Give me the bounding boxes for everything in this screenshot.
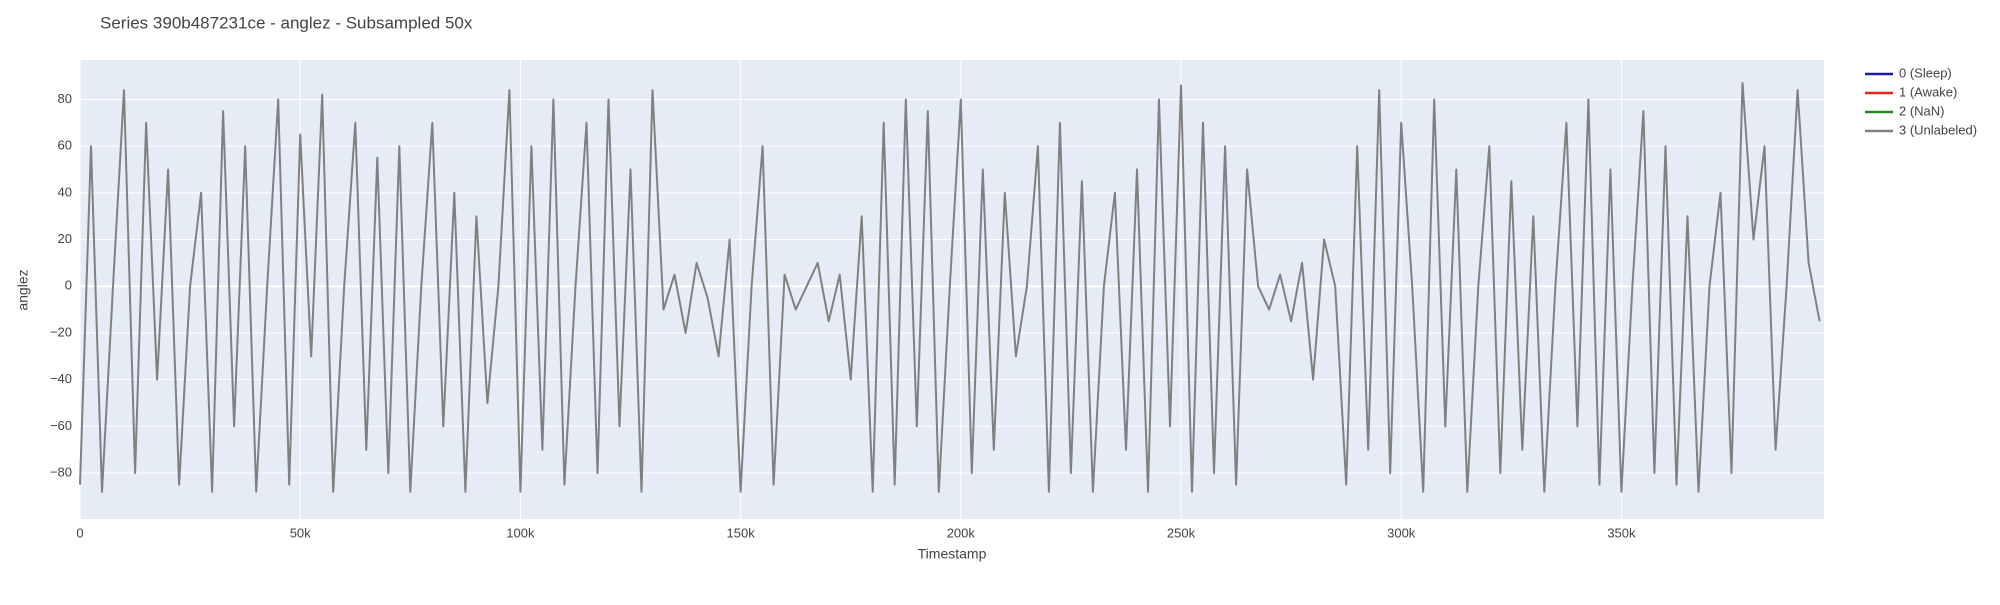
y-tick-label: −60 <box>50 418 72 433</box>
y-tick-label: 80 <box>58 91 72 106</box>
x-tick-label: 100k <box>506 525 535 540</box>
legend-label: 1 (Awake) <box>1899 84 1957 99</box>
legend-label: 3 (Unlabeled) <box>1899 122 1977 137</box>
chart-title: Series 390b487231ce - anglez - Subsample… <box>100 13 473 32</box>
lines <box>79 82 1821 493</box>
x-tick-label: 0 <box>76 525 83 540</box>
x-tick-label: 200k <box>947 525 976 540</box>
y-tick-label: 20 <box>58 231 72 246</box>
y-tick-label: −80 <box>50 464 72 479</box>
legend-label: 2 (NaN) <box>1899 103 1945 118</box>
x-tick-label: 50k <box>290 525 311 540</box>
y-axis-title: anglez <box>15 269 31 310</box>
plot-background <box>80 60 1824 519</box>
x-tick-label: 300k <box>1387 525 1416 540</box>
legend: 0 (Sleep) 1 (Awake) 2 (NaN) 3 (Unlabeled) <box>1865 65 1977 137</box>
y-tick-label: 60 <box>58 138 72 153</box>
x-tick-label: 150k <box>727 525 756 540</box>
x-tick-label: 350k <box>1607 525 1636 540</box>
legend-label: 0 (Sleep) <box>1899 65 1952 80</box>
y-tick-label: 40 <box>58 184 72 199</box>
x-tick-label: 250k <box>1167 525 1196 540</box>
y-tick-label: −40 <box>50 371 72 386</box>
y-tick-label: −20 <box>50 324 72 339</box>
series-line <box>79 82 1821 493</box>
x-axis-title: Timestamp <box>918 546 987 562</box>
y-tick-label: 0 <box>65 278 72 293</box>
